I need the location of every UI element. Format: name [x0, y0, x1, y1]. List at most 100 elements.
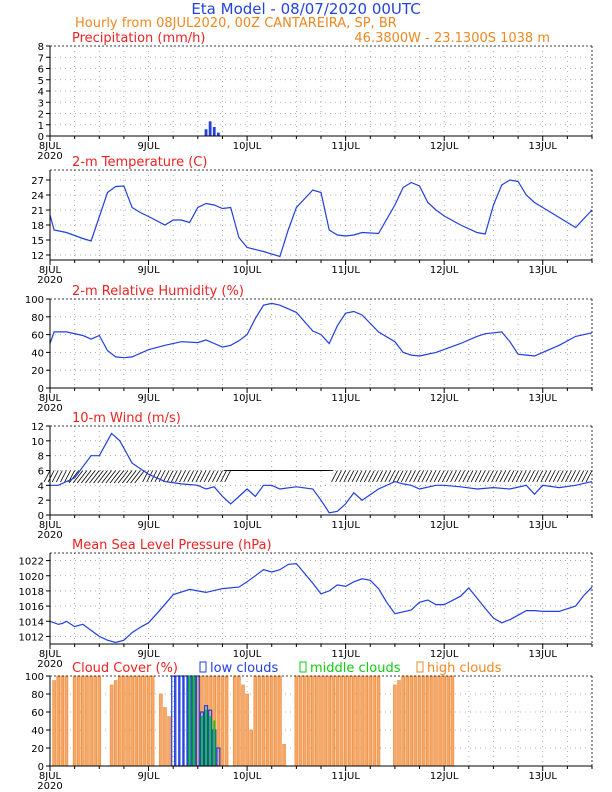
wind-barb [191, 470, 199, 483]
x-tick-label: 8JUL [39, 141, 62, 152]
cloud-bar-middle [205, 709, 208, 767]
wind-barb [384, 470, 392, 483]
wind-barb [60, 470, 67, 483]
legend-label: high clouds [427, 661, 502, 676]
wind-barb [187, 470, 195, 483]
wind-barb [458, 470, 466, 483]
cloud-bar-high [331, 675, 336, 767]
wind-barb [442, 470, 449, 483]
x-tick-year: 2020 [37, 781, 62, 792]
cloud-bar-high [81, 675, 85, 767]
wind-barb [105, 470, 117, 484]
wind-barb [166, 470, 174, 483]
precip-bar [216, 132, 220, 136]
x-tick-label: 10JUL [233, 265, 262, 276]
wind-barb [413, 470, 420, 483]
panel-title: Precipitation (mm/h) [72, 31, 205, 46]
cloud-bar-high [118, 675, 122, 767]
y-tick-label: 12 [31, 251, 44, 262]
wind-barb [64, 470, 71, 483]
wind-barb [540, 470, 548, 483]
panel-pressure: 1012 1014 1016 1018 1020 1022 Mean Sea Level P… [19, 538, 593, 670]
cloud-bar-high [249, 729, 253, 767]
wind-barb [199, 470, 207, 483]
panel-title: Mean Sea Level Pressure (hPa) [72, 538, 272, 553]
cloud-bar-high [356, 675, 360, 767]
y-tick-label: 1020 [19, 572, 44, 583]
wind-barb [113, 470, 125, 484]
wind-barb [425, 470, 433, 483]
y-tick-label: 21 [31, 206, 44, 217]
x-tick-label: 9JUL [137, 649, 160, 660]
cloud-bar-high [315, 675, 319, 767]
wind-barb [380, 470, 388, 483]
y-tick-label: 100 [25, 295, 44, 306]
wind-barb [388, 470, 396, 483]
wind-barb [396, 470, 404, 483]
x-tick-label: 8JUL [39, 393, 62, 404]
wind-barb [524, 470, 531, 483]
y-tick-label: 1014 [19, 617, 44, 628]
wind-barb [565, 470, 572, 483]
y-tick-label: 100 [25, 672, 44, 683]
wind-barb [556, 470, 564, 483]
x-tick-year: 2020 [37, 151, 62, 162]
wind-barb [335, 470, 342, 483]
y-tick-label: 4 [38, 87, 44, 98]
cloud-bar-high [364, 675, 368, 767]
wind-barb [392, 470, 400, 483]
wind-barb [561, 470, 568, 483]
y-tick-label: 8 [38, 42, 44, 53]
wind-barb [499, 470, 507, 483]
precip-bar [212, 127, 216, 136]
wind-barb [429, 470, 437, 483]
wind-barb [207, 470, 215, 483]
y-tick-label: 3 [38, 98, 44, 109]
x-tick-label: 10JUL [233, 649, 262, 660]
series-line [49, 562, 593, 644]
y-tick-label: 6 [38, 65, 44, 76]
wind-barb [56, 470, 63, 483]
cloud-bar-high [159, 693, 163, 767]
y-tick-label: 7 [38, 53, 44, 64]
cloud-bar-high [347, 675, 352, 767]
cloud-bar-low [183, 675, 188, 767]
wind-barb [364, 470, 371, 483]
y-tick-label: 5 [38, 76, 44, 87]
cloud-bar-high [64, 675, 69, 767]
y-tick-label: 1 [38, 121, 44, 132]
wind-barb [491, 470, 498, 483]
x-tick-label: 11JUL [331, 649, 360, 660]
cloud-bar-low [179, 675, 184, 767]
chart-location: 46.3800W - 23.1300S 1038 m [354, 31, 550, 46]
cloud-bar-high [306, 675, 311, 767]
wind-barb [220, 470, 227, 483]
y-tick-label: 6 [38, 467, 44, 478]
precip-bar [208, 121, 212, 136]
wind-barb [515, 470, 523, 483]
wind-barb [154, 470, 162, 483]
x-tick-label: 13JUL [528, 393, 557, 404]
wind-barb [93, 470, 104, 484]
x-tick-label: 12JUL [430, 393, 459, 404]
chart-subtitle: Hourly from 08JUL2020, 00Z CANTAREIRA, S… [75, 16, 397, 31]
wind-barb [495, 470, 503, 483]
wind-barb [122, 470, 133, 484]
y-tick-label: 1022 [19, 557, 44, 568]
wind-barb [117, 470, 129, 484]
cloud-bar-high [167, 716, 171, 767]
wind-barb [212, 470, 219, 483]
cloud-bar-high [97, 675, 102, 767]
cloud-bar-high [282, 744, 286, 767]
cloud-bar-high [113, 680, 118, 767]
cloud-bar-high [257, 675, 262, 767]
cloud-bar-high [376, 675, 381, 767]
x-tick-year: 2020 [37, 275, 62, 286]
panel-title: 2-m Relative Humidity (%) [72, 284, 244, 299]
wind-barb [97, 470, 108, 484]
cloud-bar-high [232, 675, 237, 767]
cloud-bar-high [93, 675, 97, 767]
cloud-bar-high [450, 675, 455, 767]
panel-wind: 0 2 4 6 8 10 12 10-m Wind (m/s) 8JUL2020 9JUL 10JU… [31, 411, 593, 541]
y-tick-label: 18 [31, 221, 44, 232]
